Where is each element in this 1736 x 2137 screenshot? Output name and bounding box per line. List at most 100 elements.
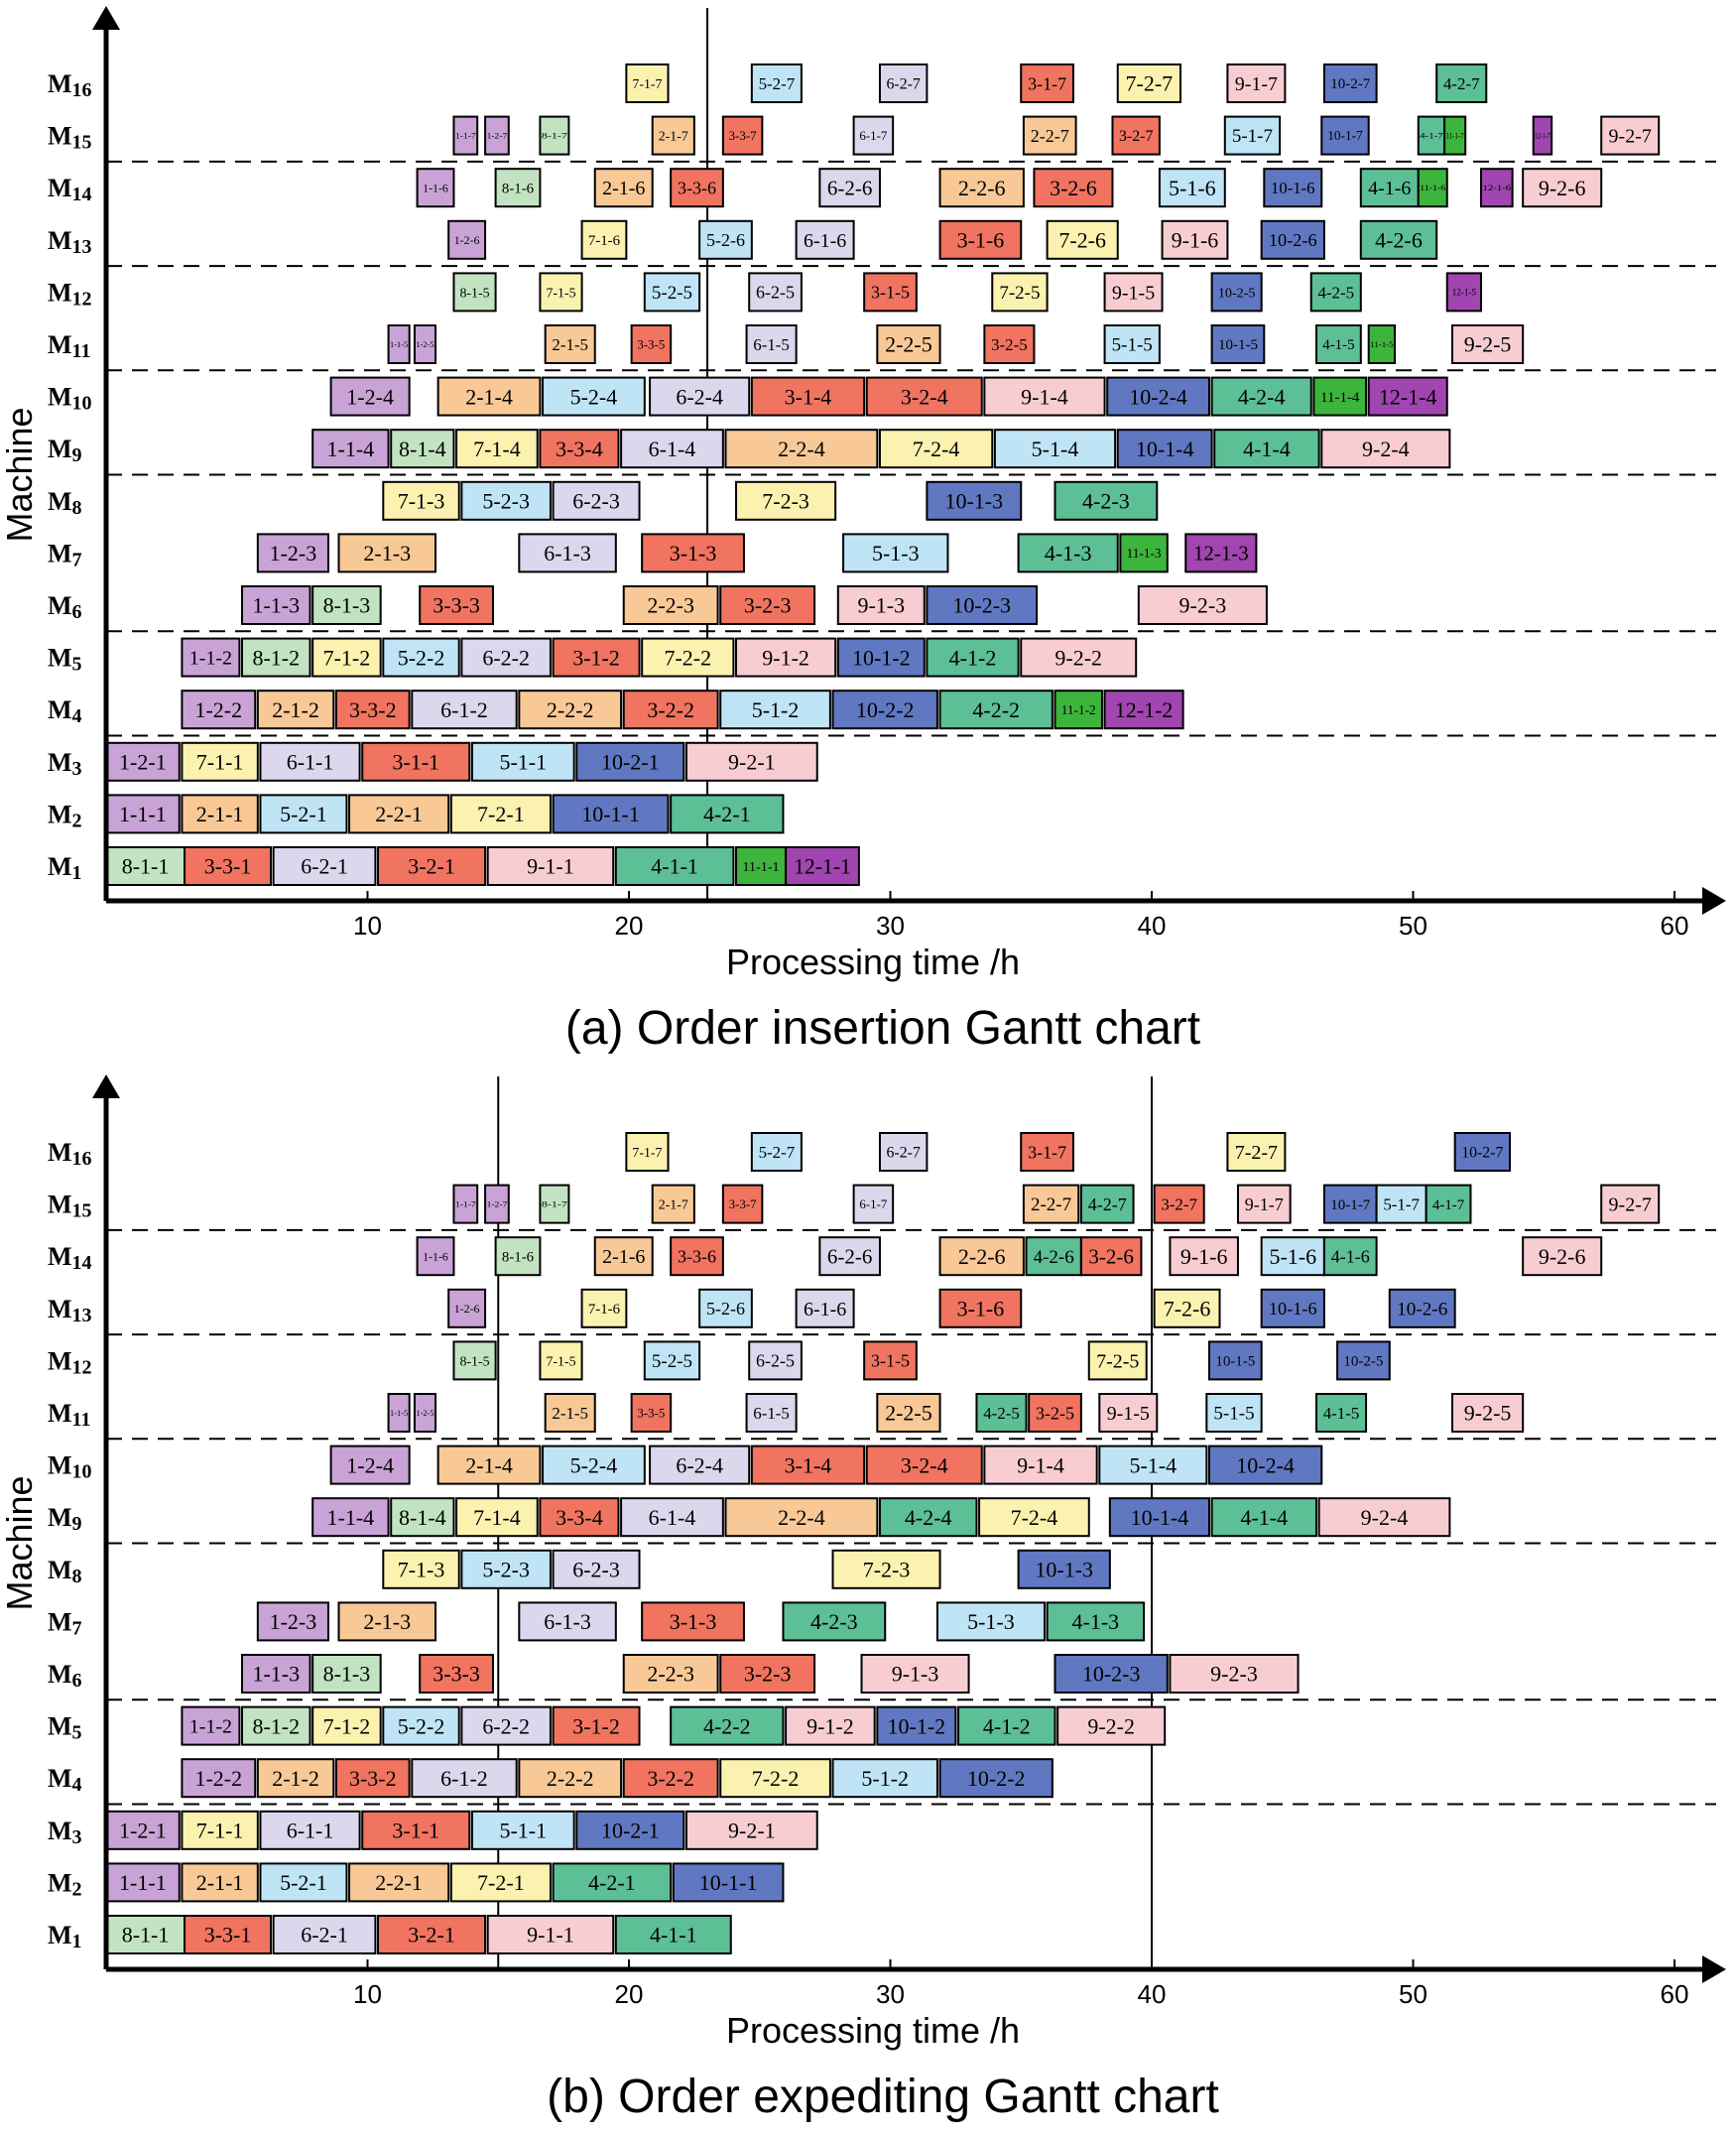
task-bar[interactable]: 6-2-6: [818, 1236, 881, 1277]
task-bar[interactable]: 10-2-1: [575, 1810, 685, 1850]
task-bar[interactable]: 6-1-3: [518, 1601, 617, 1642]
task-bar[interactable]: 12-1-6: [1480, 168, 1514, 208]
task-bar[interactable]: 2-1-7: [651, 115, 695, 156]
task-bar[interactable]: 1-2-2: [181, 690, 257, 730]
task-bar[interactable]: 8-1-7: [539, 1184, 570, 1224]
task-bar[interactable]: 4-1-2: [926, 637, 1020, 678]
task-bar[interactable]: 6-1-6: [795, 219, 855, 260]
task-bar[interactable]: 11-1-5: [1367, 324, 1397, 364]
task-bar[interactable]: 2-1-6: [593, 168, 654, 208]
task-bar[interactable]: 9-1-7: [1226, 63, 1287, 103]
task-bar[interactable]: 7-1-5: [539, 1340, 583, 1381]
task-bar[interactable]: 9-2-5: [1451, 1393, 1525, 1433]
task-bar[interactable]: 9-2-5: [1451, 324, 1525, 364]
task-bar[interactable]: 3-1-6: [938, 219, 1023, 260]
task-bar[interactable]: 5-1-1: [470, 1810, 575, 1850]
task-bar[interactable]: 2-1-3: [337, 1601, 437, 1642]
task-bar[interactable]: 3-1-6: [938, 1288, 1023, 1328]
task-bar[interactable]: 1-2-7: [484, 1184, 510, 1224]
task-bar[interactable]: 1-1-3: [241, 585, 311, 625]
task-bar[interactable]: 4-1-6: [1322, 1236, 1378, 1277]
task-bar[interactable]: 4-2-6: [1359, 219, 1438, 260]
task-bar[interactable]: 1-2-3: [256, 533, 329, 573]
task-bar[interactable]: 2-2-5: [876, 324, 941, 364]
task-bar[interactable]: 11-1-2: [1054, 690, 1103, 730]
task-bar[interactable]: 1-1-4: [311, 429, 390, 469]
task-bar[interactable]: 10-1-3: [926, 480, 1023, 521]
task-bar[interactable]: 10-1-2: [876, 1705, 957, 1746]
task-bar[interactable]: 7-1-4: [455, 1497, 539, 1538]
task-bar[interactable]: 10-1-2: [836, 637, 926, 678]
task-bar[interactable]: 7-1-3: [382, 1549, 460, 1589]
task-bar[interactable]: 8-1-6: [494, 168, 542, 208]
task-bar[interactable]: 3-1-5: [863, 1340, 918, 1381]
task-bar[interactable]: 1-2-1: [105, 741, 181, 782]
task-bar[interactable]: 5-1-3: [935, 1601, 1046, 1642]
task-bar[interactable]: 10-1-5: [1207, 1340, 1263, 1381]
task-bar[interactable]: 2-2-2: [518, 690, 623, 730]
task-bar[interactable]: 10-1-3: [1017, 1549, 1111, 1589]
task-bar[interactable]: 7-1-5: [539, 272, 583, 313]
task-bar[interactable]: 9-1-6: [1161, 219, 1229, 260]
task-bar[interactable]: 10-1-4: [1108, 1497, 1210, 1538]
task-bar[interactable]: 2-2-6: [938, 1236, 1025, 1277]
task-bar[interactable]: 6-2-3: [552, 480, 641, 521]
task-bar[interactable]: 3-3-3: [419, 1654, 494, 1694]
task-bar[interactable]: 5-2-3: [460, 480, 552, 521]
task-bar[interactable]: 1-1-5: [387, 1393, 411, 1433]
task-bar[interactable]: 2-1-6: [593, 1236, 654, 1277]
task-bar[interactable]: 3-2-7: [1153, 1184, 1205, 1224]
task-bar[interactable]: 5-2-7: [750, 1132, 803, 1172]
task-bar[interactable]: 9-2-6: [1522, 1236, 1603, 1277]
task-bar[interactable]: 1-2-7: [484, 115, 510, 156]
task-bar[interactable]: 10-2-6: [1260, 219, 1325, 260]
task-bar[interactable]: 3-1-4: [750, 376, 866, 417]
task-bar[interactable]: 6-2-4: [649, 376, 751, 417]
task-bar[interactable]: 3-3-3: [419, 585, 494, 625]
task-bar[interactable]: 3-2-1: [377, 846, 487, 886]
task-bar[interactable]: 6-1-1: [259, 1810, 361, 1850]
task-bar[interactable]: 6-2-2: [460, 1705, 552, 1746]
task-bar[interactable]: 8-1-5: [452, 1340, 497, 1381]
task-bar[interactable]: 4-2-3: [782, 1601, 887, 1642]
task-bar[interactable]: 7-2-3: [831, 1549, 941, 1589]
task-bar[interactable]: 4-1-2: [957, 1705, 1056, 1746]
task-bar[interactable]: 12-1-5: [1445, 272, 1483, 313]
task-bar[interactable]: 6-1-2: [411, 1758, 518, 1799]
task-bar[interactable]: 7-2-3: [735, 480, 837, 521]
task-bar[interactable]: 2-1-5: [544, 1393, 596, 1433]
task-bar[interactable]: 10-2-2: [938, 1758, 1054, 1799]
task-bar[interactable]: 3-3-5: [630, 1393, 673, 1433]
task-bar[interactable]: 1-1-6: [416, 168, 455, 208]
task-bar[interactable]: 3-2-4: [865, 1445, 983, 1485]
task-bar[interactable]: 5-2-5: [643, 272, 701, 313]
task-bar[interactable]: 12-1-2: [1103, 690, 1184, 730]
task-bar[interactable]: 7-2-7: [1226, 1132, 1287, 1172]
task-bar[interactable]: 4-1-4: [1213, 429, 1320, 469]
task-bar[interactable]: 5-1-4: [1098, 1445, 1208, 1485]
task-bar[interactable]: 1-2-4: [329, 376, 411, 417]
task-bar[interactable]: 9-1-7: [1236, 1184, 1292, 1224]
task-bar[interactable]: 7-2-2: [641, 637, 735, 678]
task-bar[interactable]: 1-1-2: [181, 637, 241, 678]
task-bar[interactable]: 3-1-1: [361, 741, 471, 782]
task-bar[interactable]: 9-2-7: [1600, 115, 1661, 156]
task-bar[interactable]: 10-1-4: [1116, 429, 1213, 469]
task-bar[interactable]: 3-1-7: [1020, 1132, 1074, 1172]
task-bar[interactable]: 8-1-3: [311, 585, 382, 625]
task-bar[interactable]: 3-3-4: [539, 1497, 620, 1538]
task-bar[interactable]: 9-1-6: [1169, 1236, 1239, 1277]
task-bar[interactable]: 9-1-4: [983, 1445, 1098, 1485]
task-bar[interactable]: 7-1-6: [580, 1288, 628, 1328]
task-bar[interactable]: 3-1-3: [641, 533, 745, 573]
task-bar[interactable]: 1-1-1: [105, 794, 181, 834]
task-bar[interactable]: 6-2-5: [748, 1340, 803, 1381]
task-bar[interactable]: 3-3-4: [539, 429, 620, 469]
task-bar[interactable]: 3-2-5: [983, 324, 1036, 364]
task-bar[interactable]: 4-1-3: [1017, 533, 1119, 573]
task-bar[interactable]: 9-1-5: [1098, 1393, 1159, 1433]
task-bar[interactable]: 6-2-1: [272, 1915, 377, 1954]
task-bar[interactable]: 3-2-6: [1079, 1236, 1143, 1277]
task-bar[interactable]: 4-2-1: [670, 794, 785, 834]
task-bar[interactable]: 6-2-3: [552, 1549, 641, 1589]
